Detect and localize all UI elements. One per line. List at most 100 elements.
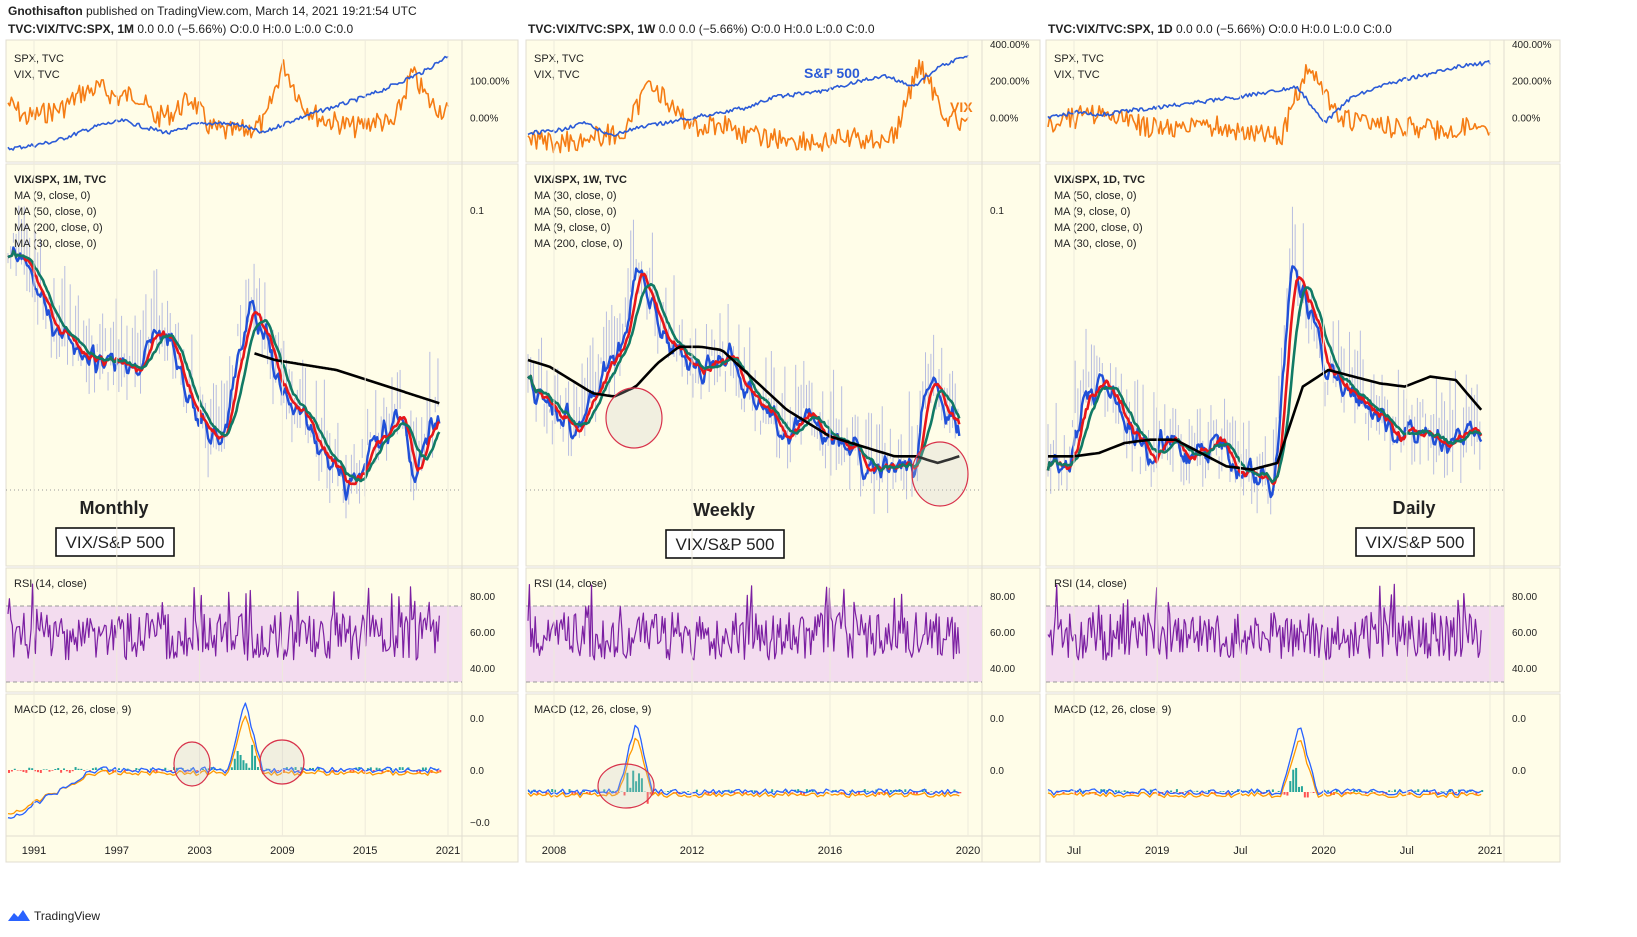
weekly-macd-tick: 0.0	[990, 766, 1004, 777]
monthly-macd-hist	[268, 768, 271, 770]
daily-rsi-legend: RSI (14, close)	[1054, 578, 1127, 590]
monthly-macd-hist	[126, 768, 129, 770]
daily-rsi-tick: 40.00	[1512, 664, 1537, 675]
author-name[interactable]: Gnothisafton	[8, 4, 83, 18]
annotation-circle	[173, 741, 211, 787]
weekly-macd-legend: MACD (12, 26, close, 9)	[534, 704, 651, 716]
monthly-time-tick: 1991	[22, 845, 46, 857]
weekly-header: TVC:VIX/TVC:SPX, 1W 0.0 0.0 (−5.66%) O:0…	[528, 22, 875, 36]
monthly-macd-hist	[239, 754, 242, 770]
monthly-macd-tick: 0.0	[470, 766, 484, 777]
daily-macd-hist	[1277, 790, 1280, 792]
weekly-macd-pane	[525, 693, 1041, 837]
monthly-macd-hist	[117, 768, 120, 770]
daily-time-tick: Jul	[1400, 845, 1414, 857]
weekly-time-tick: 2012	[680, 845, 704, 857]
monthly-spx-line	[7, 55, 449, 151]
weekly-compare-legend: VIX, TVC	[534, 69, 580, 81]
monthly-ratio-legend: MA (50, close, 0)	[14, 206, 97, 218]
monthly-macd-hist	[74, 767, 77, 770]
daily-macd-hist	[1228, 792, 1231, 795]
weekly-macd-hist	[646, 792, 649, 804]
weekly-macd-hist	[947, 792, 950, 793]
daily-ma-green-line	[1046, 286, 1482, 484]
daily-macd-hist	[1219, 791, 1222, 792]
monthly-macd-legend: MACD (12, 26, close, 9)	[14, 704, 131, 716]
daily-macd-hist	[1353, 789, 1356, 792]
weekly-macd-hist	[554, 789, 557, 792]
weekly-macd-hist	[875, 789, 878, 792]
weekly-macd-hist	[733, 792, 736, 794]
monthly-time-tick: 2021	[436, 845, 460, 857]
monthly-macd-hist	[135, 768, 138, 770]
monthly-macd-hist	[381, 770, 384, 773]
monthly-macd-hist	[236, 750, 239, 770]
monthly-macd-hist	[309, 767, 312, 770]
daily-ratio-legend: VIX/SPX, 1D, TVC	[1054, 174, 1145, 186]
monthly-macd-hist	[19, 770, 22, 771]
weekly-macd-hist	[895, 790, 898, 792]
daily-macd-hist	[1231, 790, 1234, 792]
monthly-ratio-legend: MA (9, close, 0)	[14, 190, 90, 202]
monthly-macd-hist	[300, 767, 303, 770]
monthly-macd-hist	[54, 768, 57, 770]
daily-macd-hist	[1082, 790, 1085, 792]
daily-macd-hist	[1056, 792, 1059, 793]
daily-macd-hist	[1481, 789, 1484, 792]
tradingview-brand[interactable]: TradingView	[8, 909, 100, 923]
monthly-macd-hist	[285, 767, 288, 770]
daily-compare-legend: VIX, TVC	[1054, 69, 1100, 81]
daily-macd-hist	[1312, 792, 1315, 794]
monthly-compare-tick: 0.00%	[470, 113, 498, 124]
weekly-macd-hist	[629, 787, 632, 792]
weekly-compare-tick: 200.00%	[990, 77, 1030, 88]
monthly-macd-hist	[378, 768, 381, 770]
daily-macd-hist	[1460, 792, 1463, 794]
monthly-macd-hist	[152, 770, 155, 772]
weekly-macd-hist	[959, 792, 962, 794]
weekly-macd-hist	[626, 772, 629, 792]
daily-macd-hist	[1306, 792, 1309, 798]
weekly-macd-hist	[545, 792, 548, 795]
monthly-macd-hist	[294, 767, 297, 770]
weekly-macd-hist	[941, 792, 944, 794]
monthly-macd-hist	[311, 767, 314, 770]
monthly-macd-tick: 0.0	[470, 714, 484, 725]
monthly-macd-hist	[123, 770, 126, 773]
annotation-circle	[597, 763, 655, 809]
weekly-macd-hist	[866, 790, 869, 792]
daily-rsi-tick: 60.00	[1512, 628, 1537, 639]
monthly-macd-tick: −0.0	[470, 818, 490, 829]
weekly-macd-hist	[588, 792, 591, 795]
weekly-macd-hist	[611, 790, 614, 792]
weekly-ratio-legend: MA (200, close, 0)	[534, 238, 623, 250]
daily-macd-hist	[1196, 790, 1199, 792]
daily-time-tick: 2021	[1478, 845, 1502, 857]
weekly-macd-hist	[632, 770, 635, 792]
monthly-ohlc: 0.0 0.0 (−5.66%) O:0.0 H:0.0 L:0.0 C:0.0	[137, 22, 354, 36]
monthly-macd-hist	[366, 768, 369, 770]
daily-macd-hist	[1181, 792, 1184, 794]
weekly-macd-hist	[571, 792, 574, 795]
daily-macd-hist	[1175, 789, 1178, 792]
daily-time-tick: 2019	[1145, 845, 1169, 857]
monthly-macd-hist	[358, 767, 361, 770]
weekly-ratio-tick: 0.1	[990, 206, 1004, 217]
daily-macd-hist	[1187, 792, 1190, 795]
monthly-ratio-legend: MA (30, close, 0)	[14, 238, 97, 250]
weekly-macd-hist	[889, 790, 892, 792]
monthly-macd-hist	[16, 770, 19, 771]
monthly-badge-box	[55, 527, 175, 557]
weekly-macd-hist	[849, 790, 852, 792]
chart-canvas[interactable]: SPX, TVC VIX, TVC 100.00% 0.00% VIX/SPX, 1M,…	[0, 0, 1637, 905]
daily-macd-legend: MACD (12, 26, close, 9)	[1054, 704, 1171, 716]
monthly-macd-hist	[256, 767, 259, 770]
weekly-macd-hist	[912, 792, 915, 794]
monthly-macd-hist	[94, 767, 97, 770]
daily-compare-tick: 0.00%	[1512, 113, 1540, 124]
monthly-time-tick: 2009	[270, 845, 294, 857]
weekly-macd-hist	[881, 792, 884, 793]
monthly-ratio-pane	[5, 163, 519, 567]
weekly-macd-hist	[797, 789, 800, 792]
daily-macd-hist	[1213, 792, 1216, 795]
